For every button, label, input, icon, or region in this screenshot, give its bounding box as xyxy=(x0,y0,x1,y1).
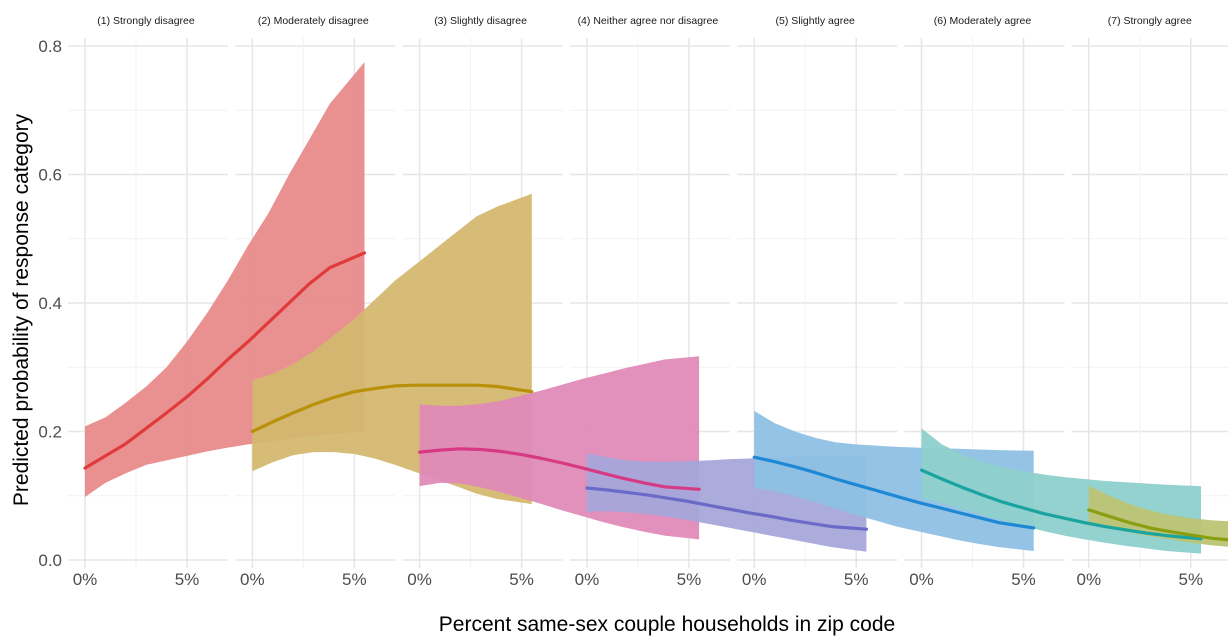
series-line xyxy=(250,383,534,434)
y-tick-label: 0.8 xyxy=(38,37,62,56)
x-tick-label: 0% xyxy=(742,570,767,589)
y-tick-label: 0.2 xyxy=(38,423,62,442)
x-tick-layer: 0% 5% 0% 5% 0% 5% 0% 5% 0% 5% 0% 5% 0% 5% xyxy=(73,570,1203,589)
x-tick-label: 5% xyxy=(342,570,367,589)
x-tick-label: 0% xyxy=(909,570,934,589)
x-axis-title: Percent same-sex couple households in zi… xyxy=(439,613,895,636)
x-tick-label: 0% xyxy=(73,570,98,589)
confidence-ribbon xyxy=(754,410,1034,551)
panel-title: (7) Strongly agree xyxy=(1108,15,1192,27)
x-tick-label: 5% xyxy=(677,570,702,589)
y-tick-label: 0.6 xyxy=(38,166,62,185)
x-tick-label: 0% xyxy=(240,570,265,589)
series-line xyxy=(752,455,1036,530)
y-tick-label: 0.0 xyxy=(38,551,62,570)
confidence-ribbon xyxy=(1088,485,1228,547)
y-tick-layer: 0.0 0.2 0.4 0.6 0.8 xyxy=(38,37,62,570)
y-axis-title: Predicted probability of response catego… xyxy=(10,113,33,506)
y-tick-label: 0.4 xyxy=(38,294,62,313)
x-tick-label: 5% xyxy=(175,570,200,589)
panel-title-layer: (1) Strongly disagree (2) Moderately disa… xyxy=(97,15,1192,27)
panel-title: (4) Neither agree nor disagree xyxy=(578,15,719,27)
line-layer xyxy=(83,251,1228,542)
series-line xyxy=(585,486,868,531)
series-line xyxy=(418,447,701,491)
panel-title: (6) Moderately agree xyxy=(934,15,1032,27)
series-line xyxy=(919,468,1203,541)
x-tick-label: 0% xyxy=(407,570,432,589)
x-tick-label: 5% xyxy=(1179,570,1204,589)
x-tick-label: 5% xyxy=(1011,570,1036,589)
panel-title: (5) Slightly agree xyxy=(776,15,856,27)
panel-title: (3) Slightly disagree xyxy=(434,15,527,27)
panel-title: (2) Moderately disagree xyxy=(258,15,369,27)
x-tick-label: 5% xyxy=(509,570,534,589)
ribbon-layer xyxy=(85,62,1228,554)
x-tick-label: 5% xyxy=(844,570,869,589)
x-tick-label: 0% xyxy=(575,570,600,589)
series-line xyxy=(1087,508,1228,542)
series-line xyxy=(83,251,367,470)
x-tick-label: 0% xyxy=(1077,570,1102,589)
panel-title: (1) Strongly disagree xyxy=(97,15,195,27)
